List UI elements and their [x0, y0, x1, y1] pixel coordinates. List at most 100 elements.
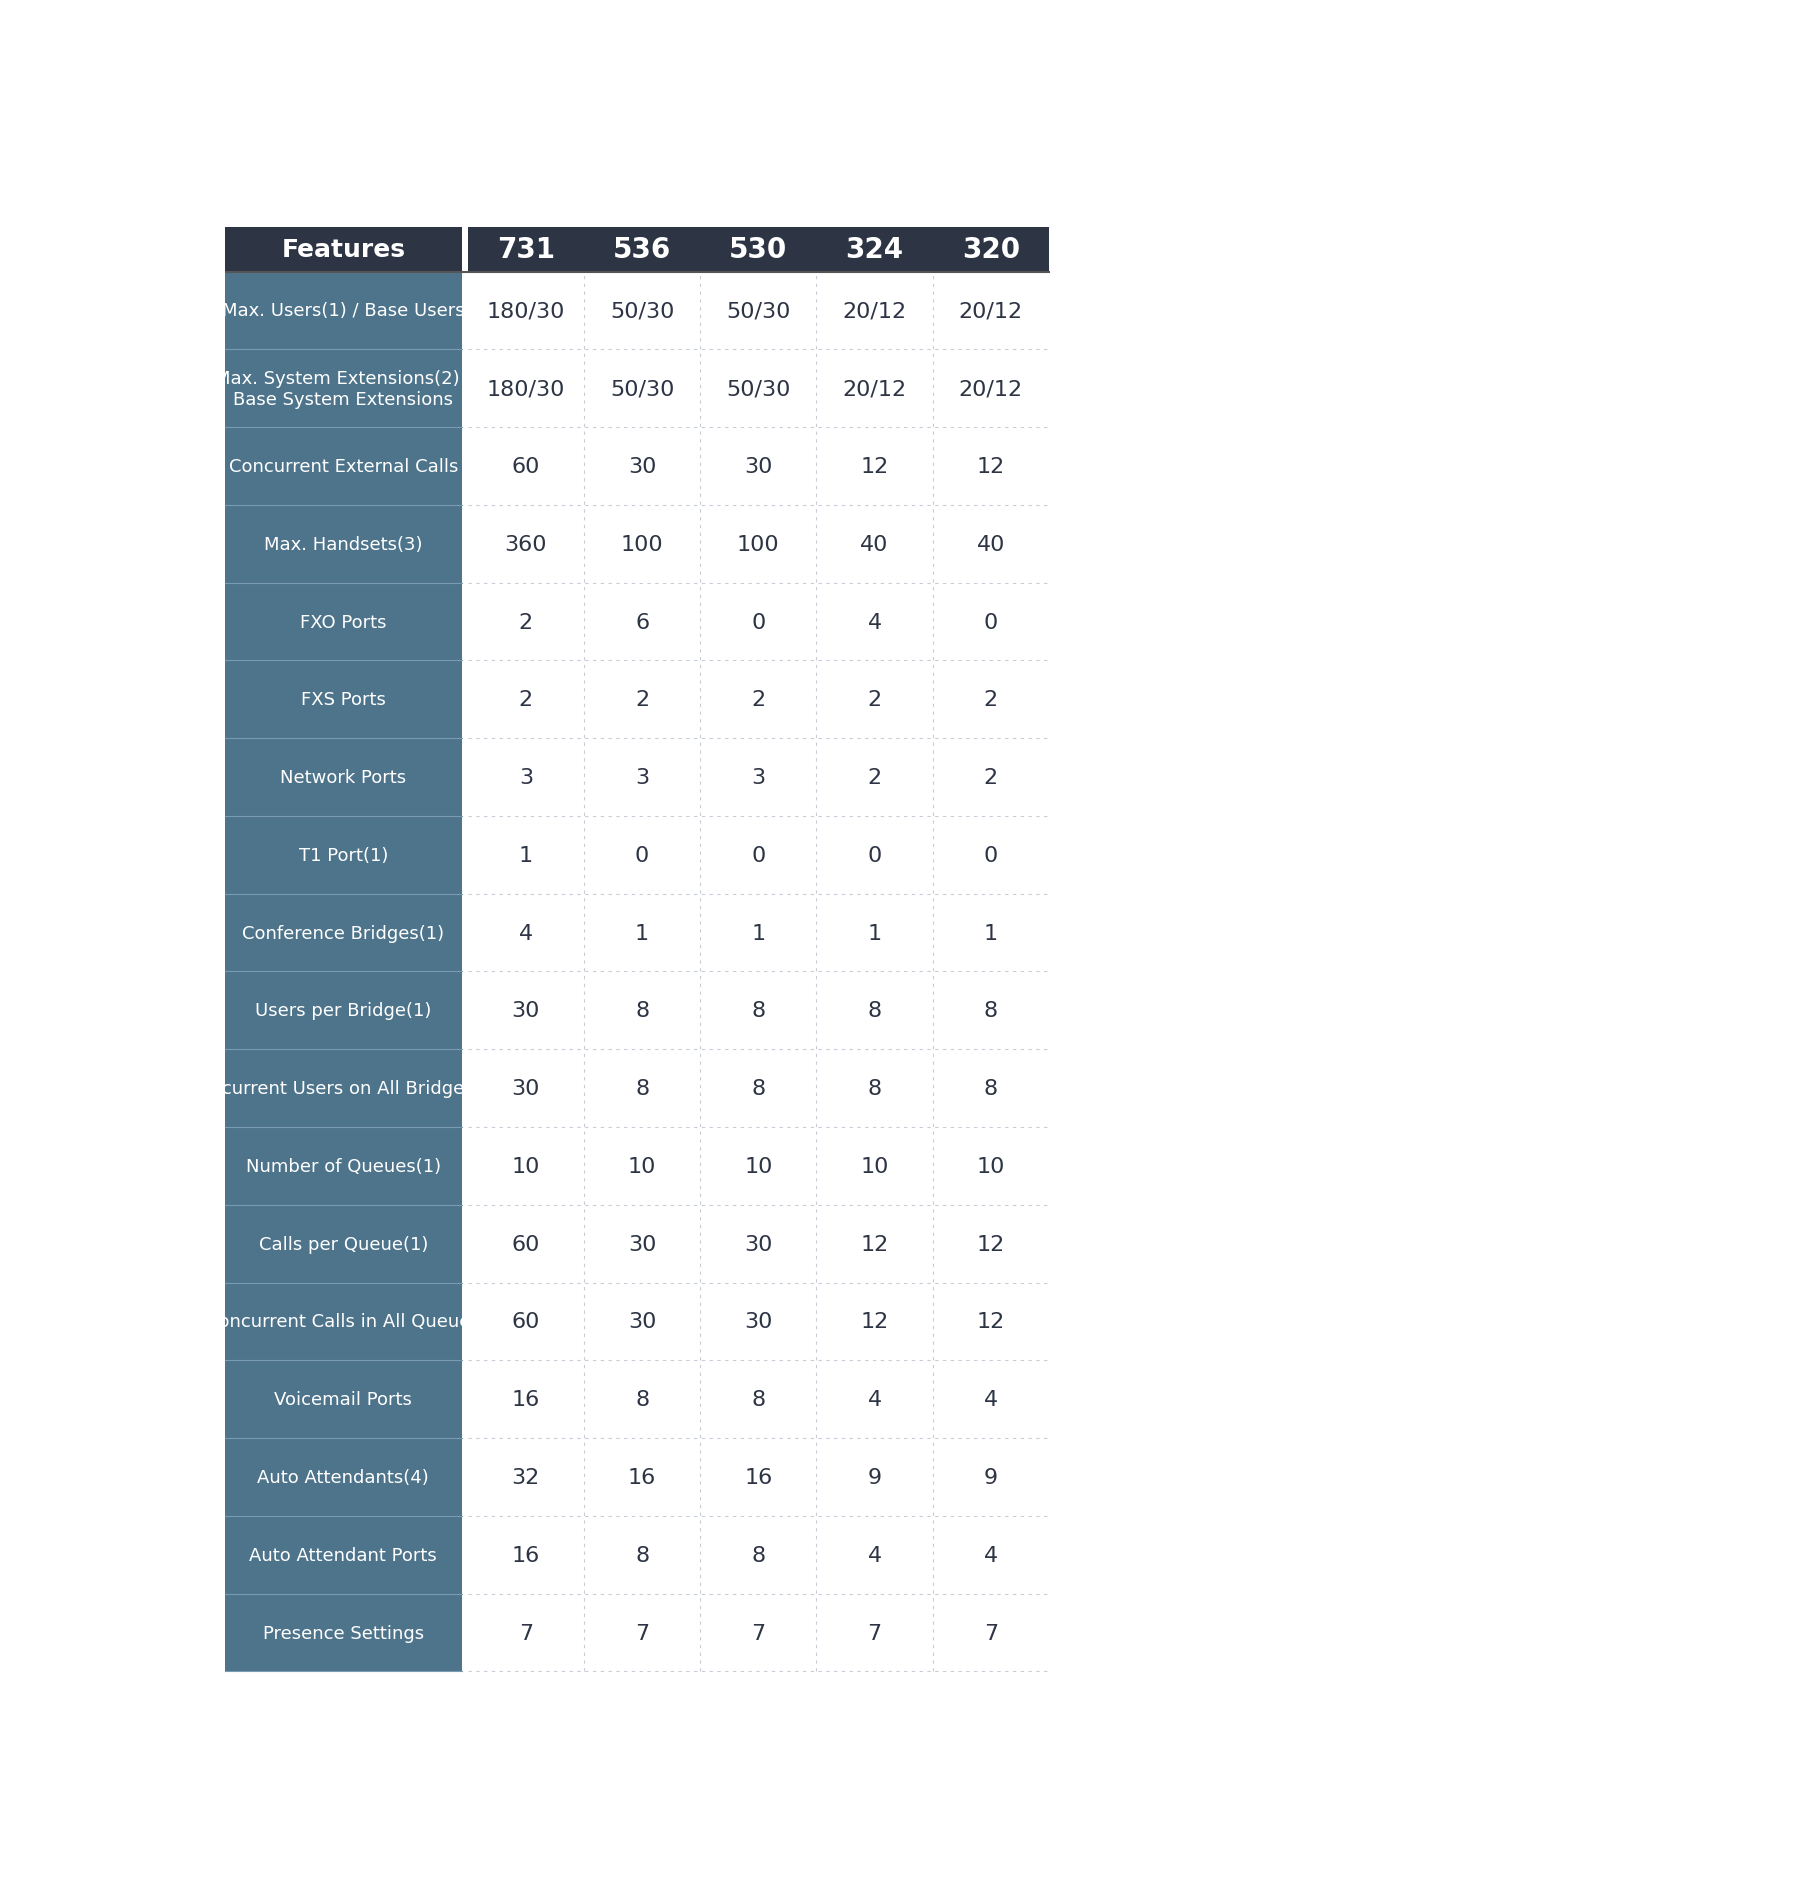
Bar — [225, 1205, 461, 1283]
Bar — [225, 1594, 461, 1672]
Bar — [933, 1361, 1048, 1439]
Text: 3: 3 — [751, 767, 765, 788]
Bar — [468, 1517, 584, 1594]
Text: FXO Ports: FXO Ports — [301, 613, 387, 632]
Text: 8: 8 — [636, 1000, 648, 1021]
Text: Auto Attendant Ports: Auto Attendant Ports — [249, 1547, 438, 1564]
Bar — [816, 1517, 933, 1594]
Text: 30: 30 — [629, 1234, 656, 1255]
Bar — [584, 1361, 701, 1439]
Text: Users per Bridge(1): Users per Bridge(1) — [256, 1002, 432, 1019]
Text: 10: 10 — [861, 1156, 888, 1177]
Bar — [468, 583, 584, 661]
Bar — [933, 816, 1048, 894]
Text: Max. Handsets(3): Max. Handsets(3) — [265, 535, 423, 554]
Text: 180/30: 180/30 — [486, 302, 566, 321]
Text: 3: 3 — [636, 767, 648, 788]
Text: 1: 1 — [983, 922, 998, 943]
Text: 8: 8 — [636, 1078, 648, 1099]
Text: 2: 2 — [519, 689, 533, 710]
Bar — [468, 1050, 584, 1127]
Text: 4: 4 — [868, 613, 882, 632]
Bar — [701, 661, 816, 738]
Text: 12: 12 — [976, 1312, 1005, 1332]
Bar — [933, 349, 1048, 427]
Text: T1 Port(1): T1 Port(1) — [299, 847, 387, 864]
Text: 2: 2 — [868, 767, 882, 788]
Bar — [225, 228, 461, 273]
Bar — [468, 427, 584, 505]
Text: 180/30: 180/30 — [486, 380, 566, 399]
Bar — [701, 1127, 816, 1205]
Text: 0: 0 — [868, 845, 882, 865]
Bar — [701, 1050, 816, 1127]
Text: Auto Attendants(4): Auto Attendants(4) — [258, 1469, 429, 1486]
Text: 0: 0 — [636, 845, 648, 865]
Text: 12: 12 — [861, 457, 888, 476]
Text: FXS Ports: FXS Ports — [301, 691, 385, 708]
Text: 1: 1 — [868, 922, 882, 943]
Text: Max. Users(1) / Base Users: Max. Users(1) / Base Users — [222, 302, 465, 321]
Bar — [816, 661, 933, 738]
Bar — [933, 1050, 1048, 1127]
Text: 2: 2 — [751, 689, 765, 710]
Bar — [933, 1439, 1048, 1517]
Text: 731: 731 — [497, 235, 555, 264]
Bar — [225, 1361, 461, 1439]
Text: 60: 60 — [511, 457, 540, 476]
Bar — [701, 228, 816, 273]
Bar — [225, 1283, 461, 1361]
Bar — [584, 228, 701, 273]
Text: 32: 32 — [511, 1467, 540, 1488]
Bar — [584, 1439, 701, 1517]
Bar — [816, 816, 933, 894]
Bar — [584, 972, 701, 1050]
Bar — [584, 505, 701, 583]
Bar — [701, 894, 816, 972]
Text: 324: 324 — [845, 235, 904, 264]
Text: 16: 16 — [511, 1545, 540, 1566]
Bar — [933, 894, 1048, 972]
Bar — [701, 738, 816, 816]
Bar — [225, 505, 461, 583]
Bar — [701, 273, 816, 349]
Bar — [816, 1361, 933, 1439]
Bar — [933, 1594, 1048, 1672]
Text: 0: 0 — [983, 613, 998, 632]
Text: 20/12: 20/12 — [958, 380, 1023, 399]
Text: 2: 2 — [868, 689, 882, 710]
Text: 7: 7 — [868, 1623, 882, 1642]
Bar — [225, 1517, 461, 1594]
Text: 320: 320 — [962, 235, 1019, 264]
Text: 536: 536 — [612, 235, 672, 264]
Bar — [816, 894, 933, 972]
Text: 30: 30 — [744, 457, 773, 476]
Bar — [584, 273, 701, 349]
Bar — [468, 894, 584, 972]
Text: 100: 100 — [621, 535, 663, 554]
Text: Features: Features — [281, 237, 405, 262]
Text: 0: 0 — [751, 613, 765, 632]
Bar — [933, 661, 1048, 738]
Text: Calls per Queue(1): Calls per Queue(1) — [259, 1236, 429, 1253]
Bar — [816, 1205, 933, 1283]
Text: 4: 4 — [519, 922, 533, 943]
Bar — [933, 583, 1048, 661]
Text: Concurrent Calls in All Queues: Concurrent Calls in All Queues — [207, 1313, 481, 1330]
Text: 12: 12 — [976, 457, 1005, 476]
Bar — [468, 1283, 584, 1361]
Bar — [225, 816, 461, 894]
Bar — [816, 349, 933, 427]
Text: 9: 9 — [983, 1467, 998, 1488]
Bar — [584, 738, 701, 816]
Bar — [584, 583, 701, 661]
Text: Network Ports: Network Ports — [281, 769, 407, 786]
Bar — [225, 583, 461, 661]
Text: 8: 8 — [983, 1078, 998, 1099]
Bar — [816, 1594, 933, 1672]
Text: 8: 8 — [751, 1389, 765, 1410]
Bar — [584, 661, 701, 738]
Text: 20/12: 20/12 — [843, 302, 906, 321]
Bar — [816, 738, 933, 816]
Text: 60: 60 — [511, 1234, 540, 1255]
